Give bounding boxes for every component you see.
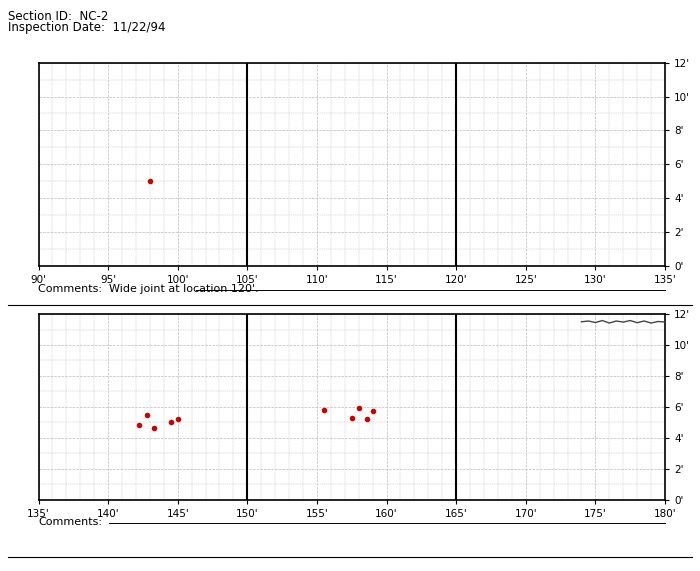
Text: Inspection Date:  11/22/94: Inspection Date: 11/22/94 xyxy=(8,21,166,34)
Text: Comments:: Comments: xyxy=(38,517,102,527)
Text: Section ID:  NC-2: Section ID: NC-2 xyxy=(8,10,108,23)
Text: Comments:  Wide joint at location 120'.: Comments: Wide joint at location 120'. xyxy=(38,284,259,294)
